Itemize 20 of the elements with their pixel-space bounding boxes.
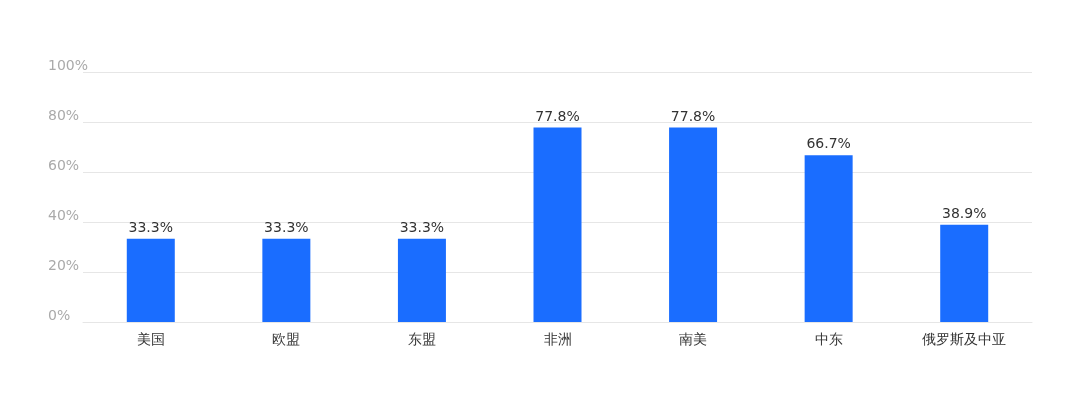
data-label: 33.3% xyxy=(399,218,445,235)
x-tick-label: 南美 xyxy=(679,331,708,347)
data-label: 77.8% xyxy=(535,107,580,124)
x-tick-label: 非洲 xyxy=(543,331,572,347)
y-tick-label: 100% xyxy=(48,57,89,73)
x-tick-label: 东盟 xyxy=(407,331,436,347)
data-label: 66.7% xyxy=(806,135,851,152)
y-tick-label: 40% xyxy=(48,207,80,223)
data-label: 33.3% xyxy=(128,218,174,235)
x-tick-label: 俄罗斯及中亚 xyxy=(922,331,1007,347)
y-tick-label: 20% xyxy=(48,257,80,273)
data-label: 33.3% xyxy=(264,218,309,235)
data-label: 38.9% xyxy=(941,204,987,221)
y-tick-label: 0% xyxy=(48,307,71,323)
y-tick-label: 60% xyxy=(48,157,80,173)
x-tick-label: 欧盟 xyxy=(272,331,301,347)
x-tick-label: 中东 xyxy=(814,331,843,347)
x-tick-label: 美国 xyxy=(136,331,165,347)
y-tick-label: 80% xyxy=(48,107,80,123)
data-label: 77.8% xyxy=(670,107,716,124)
